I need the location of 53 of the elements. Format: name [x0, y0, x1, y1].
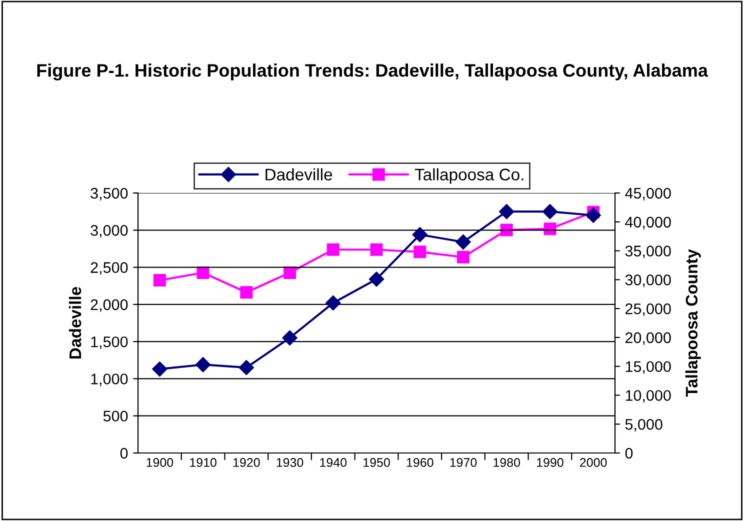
- x-tick-label: 1960: [406, 458, 434, 467]
- x-tick-label: 1980: [494, 458, 520, 467]
- point: [542, 204, 558, 220]
- y2-axis-title: Tallapoosa County: [685, 249, 701, 397]
- legend-label: Tallapoosa Co.: [414, 168, 524, 184]
- point: [240, 286, 253, 299]
- point: [586, 208, 601, 223]
- y-tick-label: 2,000: [90, 299, 128, 312]
- x-tick-label: 1920: [233, 458, 260, 467]
- y2-tick-label: 30,000: [625, 274, 671, 288]
- point: [326, 243, 340, 256]
- point: [456, 250, 470, 264]
- y2-tick-label: 25,000: [625, 303, 671, 316]
- point: [238, 360, 254, 376]
- x-tick-label: 1930: [276, 458, 304, 467]
- y2-tick-label: 15,000: [626, 361, 671, 374]
- y-tick-label: 0: [120, 448, 128, 459]
- x-tick-label: 1910: [190, 458, 216, 467]
- point: [499, 204, 514, 220]
- y2-tick-label: 45,000: [625, 188, 671, 200]
- point: [414, 246, 426, 258]
- y-axis-title: Dadeville: [68, 286, 82, 358]
- legend-label: Dadeville: [266, 168, 332, 180]
- y-tick-label: 1,000: [91, 374, 128, 386]
- y2-tick-label: 20,000: [625, 332, 671, 345]
- point: [152, 361, 168, 377]
- y2-tick-label: 5,000: [625, 418, 662, 432]
- point: [153, 274, 166, 286]
- x-tick-label: 1970: [450, 458, 477, 467]
- x-tick-label: 1900: [146, 458, 174, 467]
- point: [282, 330, 298, 346]
- y2-tick-label: 40,000: [625, 216, 671, 230]
- y-tick-label: 500: [103, 410, 128, 422]
- point: [456, 234, 471, 250]
- chart-title: Figure P-1. Historic Population Trends: Dadeville, Tallapoosa County, Alabama: [37, 64, 708, 80]
- y-tick-label: 1,500: [91, 336, 128, 350]
- point: [195, 357, 211, 372]
- x-tick-label: 2000: [580, 458, 607, 467]
- point: [500, 224, 513, 236]
- point: [326, 295, 341, 311]
- x-tick-label: 1950: [364, 458, 390, 467]
- y-tick-label: 2,500: [90, 262, 128, 275]
- y-tick-label: 3,000: [90, 225, 128, 238]
- y-tick-label: 3,500: [90, 188, 128, 200]
- y2-tick-label: 10,000: [626, 390, 671, 403]
- x-tick-label: 1940: [320, 458, 347, 467]
- point: [368, 272, 384, 287]
- point: [370, 243, 383, 256]
- x-tick-label: 1990: [537, 458, 564, 467]
- y2-tick-label: 35,000: [625, 246, 671, 258]
- point: [412, 227, 428, 242]
- point: [544, 222, 556, 236]
- y2-tick-label: 0: [625, 448, 633, 459]
